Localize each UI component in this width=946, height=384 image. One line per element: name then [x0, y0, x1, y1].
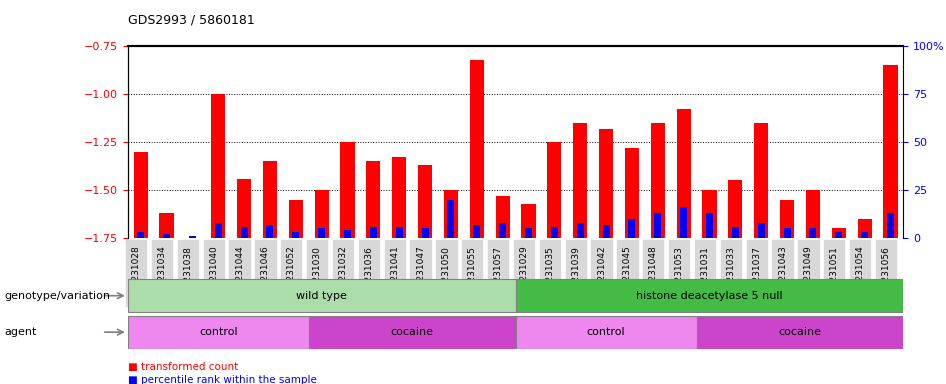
Bar	[189, 236, 196, 238]
Bar	[366, 161, 380, 238]
Bar	[651, 123, 665, 238]
Text: control: control	[587, 327, 625, 337]
Bar	[861, 232, 868, 238]
Bar	[810, 228, 816, 238]
Bar	[128, 316, 308, 349]
Bar	[292, 232, 299, 238]
Text: cocaine: cocaine	[391, 327, 433, 337]
Bar	[418, 165, 432, 238]
Bar	[783, 228, 791, 238]
Bar	[447, 200, 454, 238]
Bar	[884, 65, 898, 238]
Text: wild type: wild type	[296, 291, 347, 301]
Bar	[754, 123, 768, 238]
Bar	[137, 232, 144, 238]
Text: ■ percentile rank within the sample: ■ percentile rank within the sample	[128, 375, 317, 384]
Bar	[516, 279, 903, 312]
Bar	[702, 190, 717, 238]
Bar	[267, 225, 273, 238]
Text: ■ transformed count: ■ transformed count	[128, 362, 238, 372]
Bar	[422, 228, 429, 238]
Bar	[706, 213, 713, 238]
Bar	[547, 142, 562, 238]
Bar	[603, 225, 609, 238]
Bar	[516, 316, 696, 349]
Bar	[163, 234, 170, 238]
Bar	[732, 227, 739, 238]
Bar	[499, 223, 506, 238]
Bar	[835, 232, 842, 238]
Bar	[551, 227, 558, 238]
Bar	[573, 123, 587, 238]
Text: histone deacetylase 5 null: histone deacetylase 5 null	[637, 291, 782, 301]
Bar	[473, 225, 481, 238]
Bar	[370, 227, 377, 238]
Bar	[263, 161, 277, 238]
Bar	[680, 207, 687, 238]
Bar	[758, 223, 764, 238]
Bar	[344, 230, 351, 238]
Bar	[308, 316, 516, 349]
Text: genotype/variation: genotype/variation	[5, 291, 111, 301]
Bar	[728, 180, 743, 238]
Bar	[676, 109, 691, 238]
Bar	[211, 94, 225, 238]
Bar	[806, 190, 820, 238]
Bar	[628, 219, 636, 238]
Bar	[599, 129, 613, 238]
Bar	[577, 223, 584, 238]
Bar	[832, 228, 846, 238]
Bar	[655, 213, 661, 238]
Bar	[289, 200, 303, 238]
Bar	[887, 213, 894, 238]
Bar	[314, 190, 329, 238]
Bar	[215, 223, 221, 238]
Bar	[780, 200, 795, 238]
Bar	[469, 60, 484, 238]
Text: cocaine: cocaine	[779, 327, 821, 337]
Bar	[857, 219, 872, 238]
Bar	[525, 228, 532, 238]
Bar	[392, 157, 407, 238]
Bar	[236, 179, 252, 238]
Bar	[318, 228, 325, 238]
Bar	[240, 227, 248, 238]
Text: GDS2993 / 5860181: GDS2993 / 5860181	[128, 14, 254, 27]
Bar	[341, 142, 355, 238]
Text: agent: agent	[5, 327, 37, 337]
Bar	[133, 152, 148, 238]
Bar	[521, 204, 535, 238]
Bar	[496, 196, 510, 238]
Bar	[159, 213, 174, 238]
Text: control: control	[199, 327, 237, 337]
Bar	[624, 148, 639, 238]
Bar	[444, 190, 458, 238]
Bar	[395, 227, 403, 238]
Bar	[128, 279, 516, 312]
Bar	[696, 316, 903, 349]
